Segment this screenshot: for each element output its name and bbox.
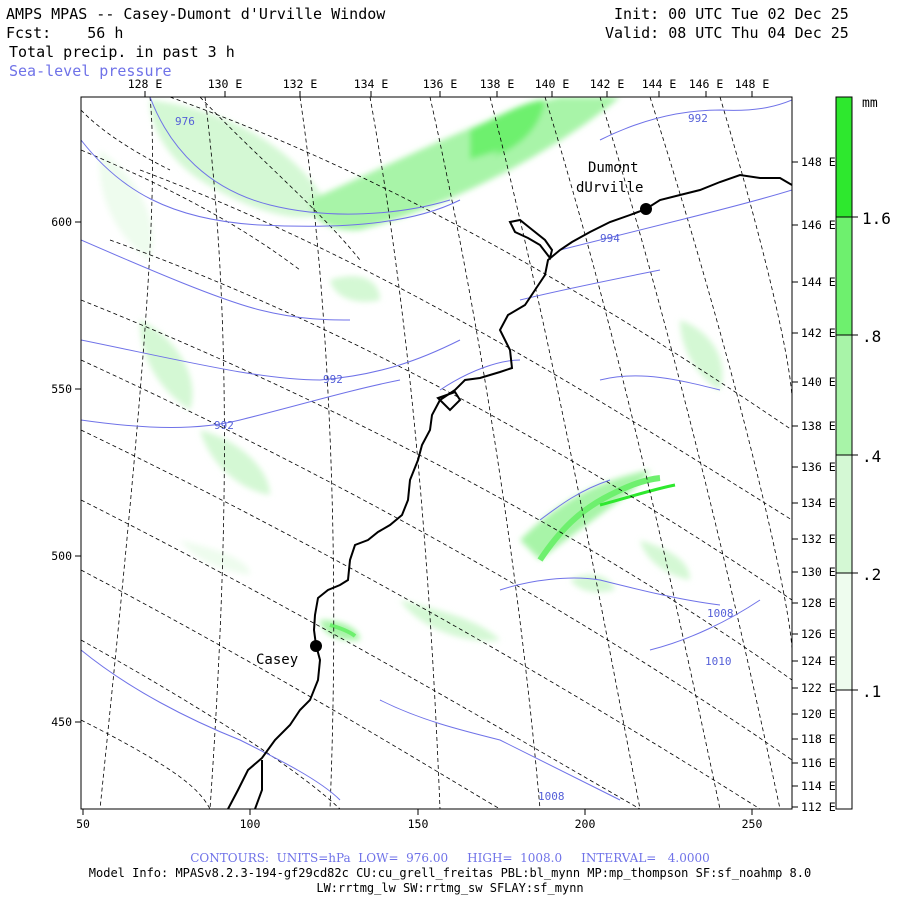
top-longitude-label: 136 E [423, 77, 458, 91]
contour-label: 1010 [705, 655, 732, 668]
colorbar-swatch [836, 455, 852, 573]
contour-label: 992 [323, 373, 343, 386]
colorbar-frame [835, 96, 853, 810]
contour-label: 1008 [707, 607, 734, 620]
forecast-label: Fcst: 56 h [6, 24, 123, 42]
stations: Dumont dUrville Casey [256, 160, 652, 668]
right-longitude-label: 134 E [801, 496, 836, 510]
right-longitude-label: 148 E [801, 155, 836, 169]
contour-label: 1008 [538, 790, 565, 803]
forecast-label-text: Fcst: [6, 24, 52, 42]
left-axis-label: 550 [51, 382, 72, 396]
bottom-grid-axis: 50 100 150 200 250 [76, 809, 762, 831]
right-longitude-label: 120 E [801, 707, 836, 721]
top-longitude-label: 132 E [283, 77, 318, 91]
colorbar-swatch [836, 97, 852, 217]
graticule [81, 97, 792, 809]
right-longitude-label: 140 E [801, 375, 836, 389]
contour-label: 994 [600, 232, 620, 245]
colorbar-label: 1.6 [862, 209, 891, 228]
bottom-axis-label: 250 [742, 817, 763, 831]
top-longitude-label: 134 E [354, 77, 389, 91]
colorbar-label: .4 [862, 447, 881, 466]
right-longitude-label: 122 E [801, 681, 836, 695]
top-longitude-label: 144 E [642, 77, 677, 91]
field-name: Total precip. in past 3 h [9, 43, 235, 61]
coastline [227, 173, 792, 809]
colorbar-label: .8 [862, 327, 881, 346]
top-longitude-label: 138 E [480, 77, 515, 91]
right-longitude-label: 144 E [801, 275, 836, 289]
right-longitude-label: 114 E [801, 779, 836, 793]
right-longitude-label: 116 E [801, 756, 836, 770]
dumont-durville-marker[interactable] [640, 203, 652, 215]
right-longitude-label: 132 E [801, 532, 836, 546]
colorbar-label: .1 [862, 682, 881, 701]
right-longitude-label: 124 E [801, 654, 836, 668]
right-longitude-label: 112 E [801, 800, 836, 814]
contour-label: 992 [214, 419, 234, 432]
contour-label: 976 [175, 115, 195, 128]
casey-label: Casey [256, 652, 298, 668]
top-longitude-label: 148 E [735, 77, 770, 91]
top-longitude-label: 130 E [208, 77, 243, 91]
right-longitude-label: 130 E [801, 565, 836, 579]
forecast-hour: 56 h [87, 24, 124, 42]
right-longitude-label: 136 E [801, 460, 836, 474]
colorbar-swatch [836, 217, 852, 335]
contour-labels: 976 992 994 992 992 1008 1010 1008 [175, 112, 734, 803]
colorbar-unit: mm [862, 96, 878, 111]
colorbar-label: .2 [862, 565, 881, 584]
precip-field [99, 97, 723, 641]
top-longitude-label: 128 E [128, 77, 163, 91]
model-info: Model Info: MPASv8.2.3-194-gf29cd82c CU:… [88, 866, 812, 880]
bottom-axis-label: 50 [76, 817, 90, 831]
pressure-contours [81, 97, 792, 801]
right-longitude-axis: 148 E 146 E 144 E 142 E 140 E 138 E 136 E 134 E… [792, 155, 836, 814]
right-longitude-label: 146 E [801, 218, 836, 232]
model-physics: LW:rrtmg_lw SW:rrtmg_sw SFLAY:sf_mynn [316, 881, 584, 895]
colorbar-swatch-blank [836, 690, 852, 809]
bottom-axis-label: 200 [575, 817, 596, 831]
bottom-axis-label: 150 [408, 817, 429, 831]
map-frame [80, 96, 793, 810]
right-longitude-label: 138 E [801, 419, 836, 433]
left-axis-label: 600 [51, 215, 72, 229]
left-grid-axis: 600 550 500 450 [51, 215, 81, 729]
colorbar: mm 1.6 .8 .4 .2 .1 [835, 96, 891, 810]
dumont-durville-label-2: dUrville [576, 180, 643, 196]
top-longitude-axis: 128 E 130 E 132 E 134 E 136 E 138 E 140 E 142 E… [128, 77, 770, 97]
right-longitude-label: 118 E [801, 732, 836, 746]
valid-time: Valid: 08 UTC Thu 04 Dec 25 [605, 24, 849, 42]
init-time: Init: 00 UTC Tue 02 Dec 25 [614, 5, 849, 23]
bottom-axis-label: 100 [240, 817, 261, 831]
right-longitude-label: 142 E [801, 326, 836, 340]
top-longitude-label: 146 E [689, 77, 724, 91]
colorbar-swatch [836, 573, 852, 690]
contour-info: CONTOURS: UNITS=hPa LOW= 976.00 HIGH= 10… [190, 851, 710, 865]
left-axis-label: 500 [51, 549, 72, 563]
contour-label: 992 [688, 112, 708, 125]
map-title: AMPS MPAS -- Casey-Dumont d'Urville Wind… [6, 5, 386, 23]
casey-marker[interactable] [310, 640, 322, 652]
right-longitude-label: 126 E [801, 627, 836, 641]
left-axis-label: 450 [51, 715, 72, 729]
colorbar-swatch [836, 335, 852, 455]
top-longitude-label: 142 E [590, 77, 625, 91]
top-longitude-label: 140 E [535, 77, 570, 91]
dumont-durville-label-1: Dumont [588, 160, 639, 176]
overlay-name: Sea-level pressure [9, 62, 172, 80]
right-longitude-label: 128 E [801, 596, 836, 610]
